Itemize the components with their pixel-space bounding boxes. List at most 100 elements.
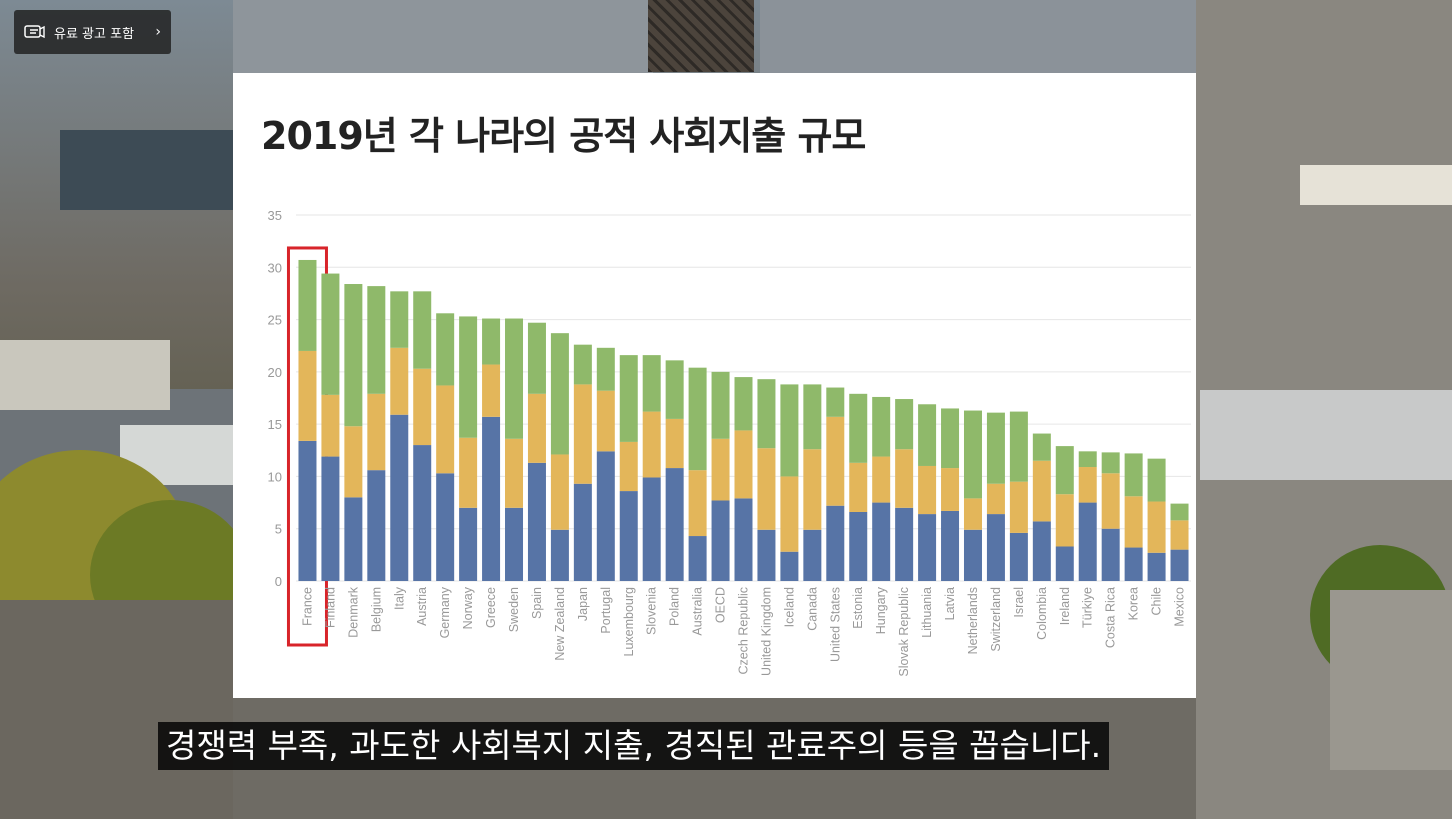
y-tick-label: 35 <box>268 208 282 223</box>
bar-segment <box>321 456 340 581</box>
bar-segment <box>1170 549 1189 581</box>
x-tick-label: Colombia <box>1035 587 1049 640</box>
bar-segment <box>1147 552 1166 581</box>
x-tick-label: Finland <box>323 587 337 628</box>
bar-segment <box>918 465 937 515</box>
slide-title: 2019년 각 나라의 공적 사회지출 규모 <box>261 114 866 158</box>
bar-segment <box>941 408 960 469</box>
x-tick-label: Estonia <box>851 587 865 629</box>
x-tick-label: Australia <box>691 587 705 636</box>
bar-segment <box>482 364 501 417</box>
bar-segment <box>436 473 455 581</box>
bar-segment <box>1078 467 1097 503</box>
x-tick-label: Spain <box>530 587 544 619</box>
bar-segment <box>390 291 409 348</box>
bar-segment <box>1078 451 1097 468</box>
x-tick-label: Belgium <box>369 587 383 632</box>
bar-segment <box>505 318 524 439</box>
x-tick-label: Lithuania <box>920 587 934 638</box>
bar-segment <box>367 470 386 581</box>
bar-segment <box>1055 446 1074 495</box>
y-tick-label: 5 <box>275 522 282 537</box>
bar-segment <box>459 437 478 508</box>
bar-segment <box>734 377 753 431</box>
x-tick-label: Sweden <box>507 587 521 632</box>
bar-segment <box>1009 481 1028 533</box>
bar-segment <box>918 514 937 581</box>
x-tick-label: Austria <box>415 587 429 626</box>
x-tick-label: Ireland <box>1058 587 1072 625</box>
bar-segment <box>321 273 340 395</box>
bar-segment <box>688 367 707 471</box>
bar-segment <box>872 396 891 457</box>
x-tick-label: New Zealand <box>553 587 567 661</box>
x-tick-label: Germany <box>438 586 452 638</box>
bar-segment <box>550 454 569 530</box>
bar-segment <box>573 344 592 385</box>
x-tick-label: Switzerland <box>989 587 1003 652</box>
x-tick-label: Hungary <box>874 586 888 634</box>
bar-segment <box>849 393 868 463</box>
bar-segment <box>780 476 799 552</box>
bar-segment <box>757 529 776 581</box>
bar-segment <box>527 322 546 394</box>
paid-ad-icon <box>24 25 45 39</box>
bar-segment <box>1124 547 1143 581</box>
bar-segment <box>459 507 478 581</box>
bar-segment <box>550 529 569 581</box>
bar-segment <box>459 316 478 438</box>
bar-segment <box>872 502 891 581</box>
bar-segment <box>298 259 317 351</box>
bar-segment <box>1147 501 1166 553</box>
bar-segment <box>1124 453 1143 497</box>
bar-segment <box>1078 502 1097 581</box>
bar-segment <box>1170 503 1189 521</box>
bar-segment <box>826 416 845 506</box>
bar-segment <box>711 438 730 501</box>
bar-segment <box>963 529 982 581</box>
paid-ad-label: 유료 광고 포함 <box>54 26 135 42</box>
x-tick-label: Netherlands <box>966 587 980 654</box>
paid-ad-badge[interactable]: 유료 광고 포함 › <box>14 10 171 54</box>
bar-segment <box>963 410 982 499</box>
bar-segment <box>596 347 615 391</box>
bar-segment <box>642 477 661 581</box>
bar-segment <box>711 500 730 581</box>
bar-segment <box>1101 473 1120 529</box>
x-tick-label: OECD <box>714 587 728 623</box>
x-tick-label: Poland <box>668 587 682 626</box>
x-tick-label: Chile <box>1150 587 1164 616</box>
bar-segment <box>596 451 615 581</box>
bar-segment <box>390 414 409 581</box>
bar-segment <box>803 449 822 530</box>
bar-segment <box>298 350 317 441</box>
bar-segment <box>803 529 822 581</box>
x-tick-label: Slovak Republic <box>897 587 911 677</box>
bar-segment <box>344 284 363 427</box>
bar-segment <box>665 468 684 581</box>
x-tick-label: Japan <box>576 587 590 621</box>
bar-segment <box>573 384 592 484</box>
bar-segment <box>688 470 707 537</box>
bar-segment <box>1055 546 1074 581</box>
bar-segment <box>986 483 1005 515</box>
y-tick-label: 0 <box>275 574 282 589</box>
x-tick-label: Canada <box>805 587 819 631</box>
bar-segment <box>367 286 386 394</box>
bar-segment <box>1124 496 1143 548</box>
bar-segment <box>1009 411 1028 482</box>
bar-segment <box>803 384 822 450</box>
x-tick-label: Greece <box>484 587 498 628</box>
x-tick-label: Luxembourg <box>622 587 636 657</box>
bar-segment <box>550 333 569 455</box>
bar-segment <box>826 505 845 581</box>
bar-segment <box>757 379 776 449</box>
y-tick-label: 20 <box>268 365 282 380</box>
bar-segment <box>505 438 524 508</box>
x-tick-label: Türkiye <box>1081 587 1095 628</box>
bar-segment <box>826 387 845 417</box>
bar-segment <box>321 394 340 457</box>
bar-segment <box>619 355 638 442</box>
bar-segment <box>734 430 753 499</box>
